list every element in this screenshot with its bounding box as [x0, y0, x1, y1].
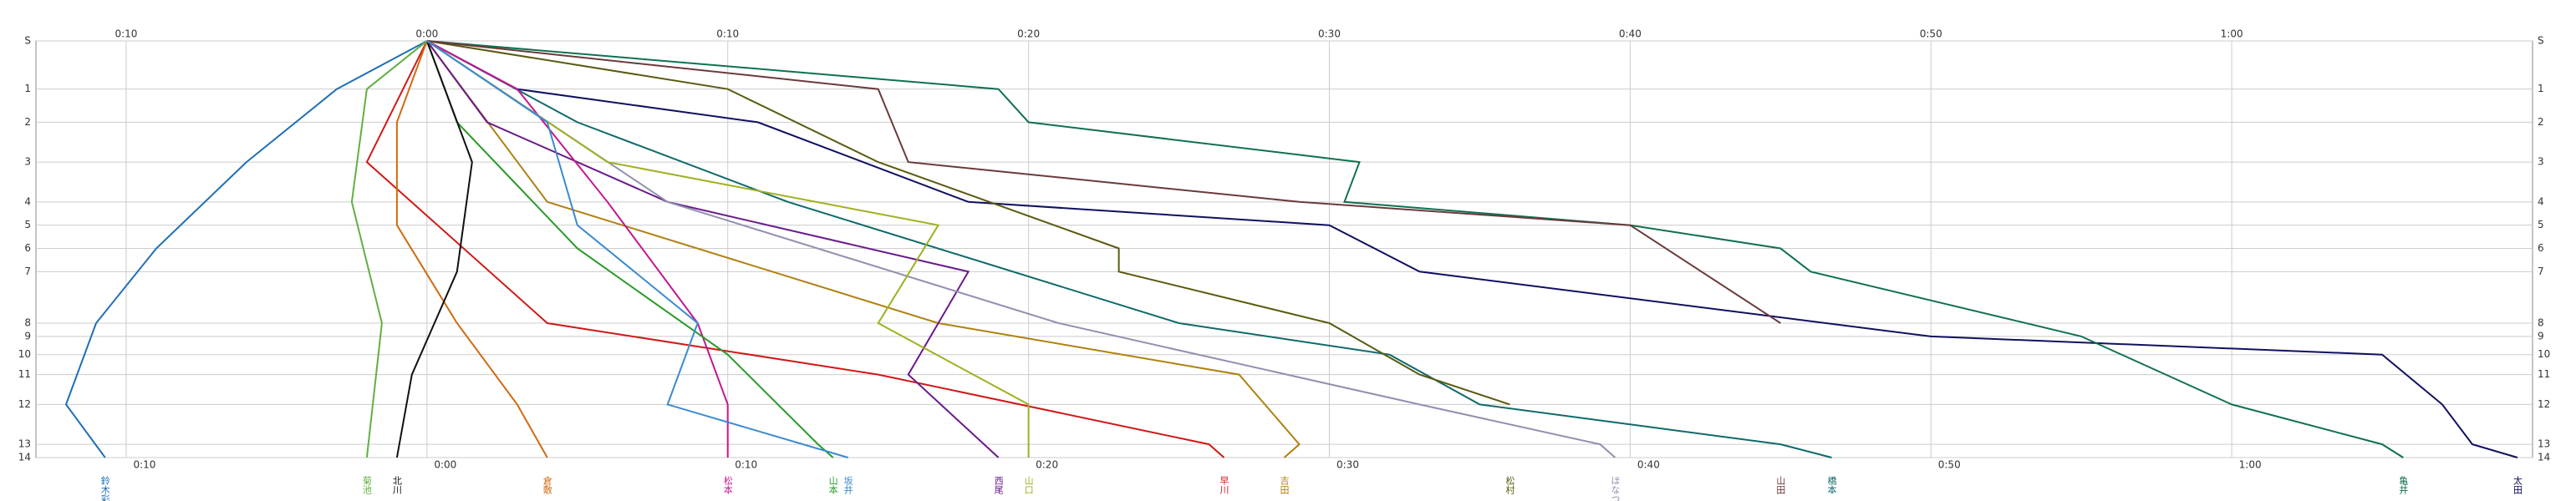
y-tick-label: S: [2538, 35, 2544, 47]
series-name: 山田: [1775, 476, 1786, 494]
y-tick-label: 1: [2538, 83, 2544, 94]
y-tick-label: 14: [18, 452, 31, 463]
series-name: 太田: [2512, 476, 2523, 494]
y-tick-label: 3: [24, 156, 31, 168]
series-name: 西尾: [993, 476, 1004, 494]
y-tick-label: 8: [2538, 316, 2544, 328]
y-tick-label: 5: [24, 219, 31, 230]
y-tick-label: 2: [2538, 116, 2544, 128]
series-name: 亀井: [2398, 475, 2409, 495]
series-name: 鈴木彩: [99, 475, 110, 501]
y-tick-label: 7: [24, 266, 31, 277]
series-name: 松本: [722, 475, 733, 495]
y-tick-label: 12: [18, 398, 31, 410]
x-tick-label: 0:10: [115, 28, 137, 40]
series-line: [425, 40, 834, 458]
series-name: 橋本: [1826, 475, 1837, 495]
y-tick-label: 8: [24, 316, 31, 328]
series-name: 北川: [391, 476, 402, 494]
y-tick-label: 11: [18, 368, 31, 380]
x-tick-label: 0:50: [1938, 459, 1961, 471]
y-tick-label: 5: [2538, 219, 2544, 230]
series-line: [350, 40, 428, 458]
series-line: [426, 40, 1616, 458]
x-tick-label: 0:40: [1637, 459, 1660, 471]
y-tick-label: 11: [2538, 368, 2550, 380]
series-line: [426, 40, 1030, 458]
x-tick-label: 0:50: [1920, 28, 1942, 40]
x-tick-label: 0:20: [1036, 459, 1058, 471]
y-tick-label: 14: [2538, 452, 2550, 463]
series-line: [426, 40, 1832, 458]
series-line: [425, 40, 1000, 458]
y-tick-label: 6: [2538, 242, 2544, 254]
x-tick-label: 0:10: [133, 459, 155, 471]
series-line: [395, 40, 548, 458]
series-name: 早川: [1219, 476, 1229, 494]
series-line: [426, 40, 1510, 406]
y-tick-label: 1: [24, 83, 31, 94]
series-line: [365, 40, 1225, 458]
series-line: [64, 40, 428, 458]
series-name: 松村: [1504, 475, 1515, 494]
y-tick-label: 4: [24, 195, 31, 207]
y-tick-label: 6: [24, 242, 31, 254]
plot-frame: [35, 40, 2533, 458]
y-tick-label: 7: [2538, 266, 2544, 277]
series-name: 山本: [827, 476, 838, 495]
x-tick-label: 0:00: [434, 459, 456, 471]
series-line: [395, 40, 473, 458]
x-tick-label: 0:20: [1017, 28, 1040, 40]
x-tick-label: 1:00: [2221, 28, 2243, 40]
series-line: [426, 40, 729, 458]
x-tick-label: 0:00: [415, 28, 438, 40]
series-name: 坂井: [843, 476, 853, 495]
x-tick-label: 1:00: [2239, 459, 2262, 471]
x-tick-label: 0:40: [1619, 28, 1642, 40]
series-name: 吉田: [1279, 476, 1290, 494]
y-tick-label: 9: [24, 330, 31, 342]
y-tick-label: 9: [2538, 330, 2544, 342]
series-line: [426, 40, 848, 458]
y-tick-label: 10: [18, 348, 31, 360]
y-tick-label: 3: [2538, 156, 2544, 168]
series-line: [426, 40, 2518, 458]
y-tick-label: 12: [2538, 398, 2550, 410]
series-name: 倉敷: [542, 475, 552, 495]
x-tick-label: 0:10: [716, 28, 739, 40]
series-name: 山口: [1023, 476, 1034, 494]
series-line: [425, 40, 1301, 458]
x-tick-label: 0:10: [735, 459, 757, 471]
x-tick-label: 0:30: [1336, 459, 1359, 471]
y-tick-label: 2: [24, 116, 31, 128]
series-name: ほなつ: [1610, 476, 1621, 501]
y-tick-label: 4: [2538, 195, 2544, 207]
y-tick-label: 10: [2538, 348, 2550, 360]
y-tick-label: 13: [18, 438, 31, 450]
series-line: [426, 40, 2404, 458]
series-name: 菊池: [361, 476, 372, 494]
y-tick-label: 13: [2538, 438, 2550, 450]
x-tick-label: 0:30: [1318, 28, 1341, 40]
y-tick-label: S: [24, 35, 31, 47]
series-line: [426, 40, 1781, 324]
